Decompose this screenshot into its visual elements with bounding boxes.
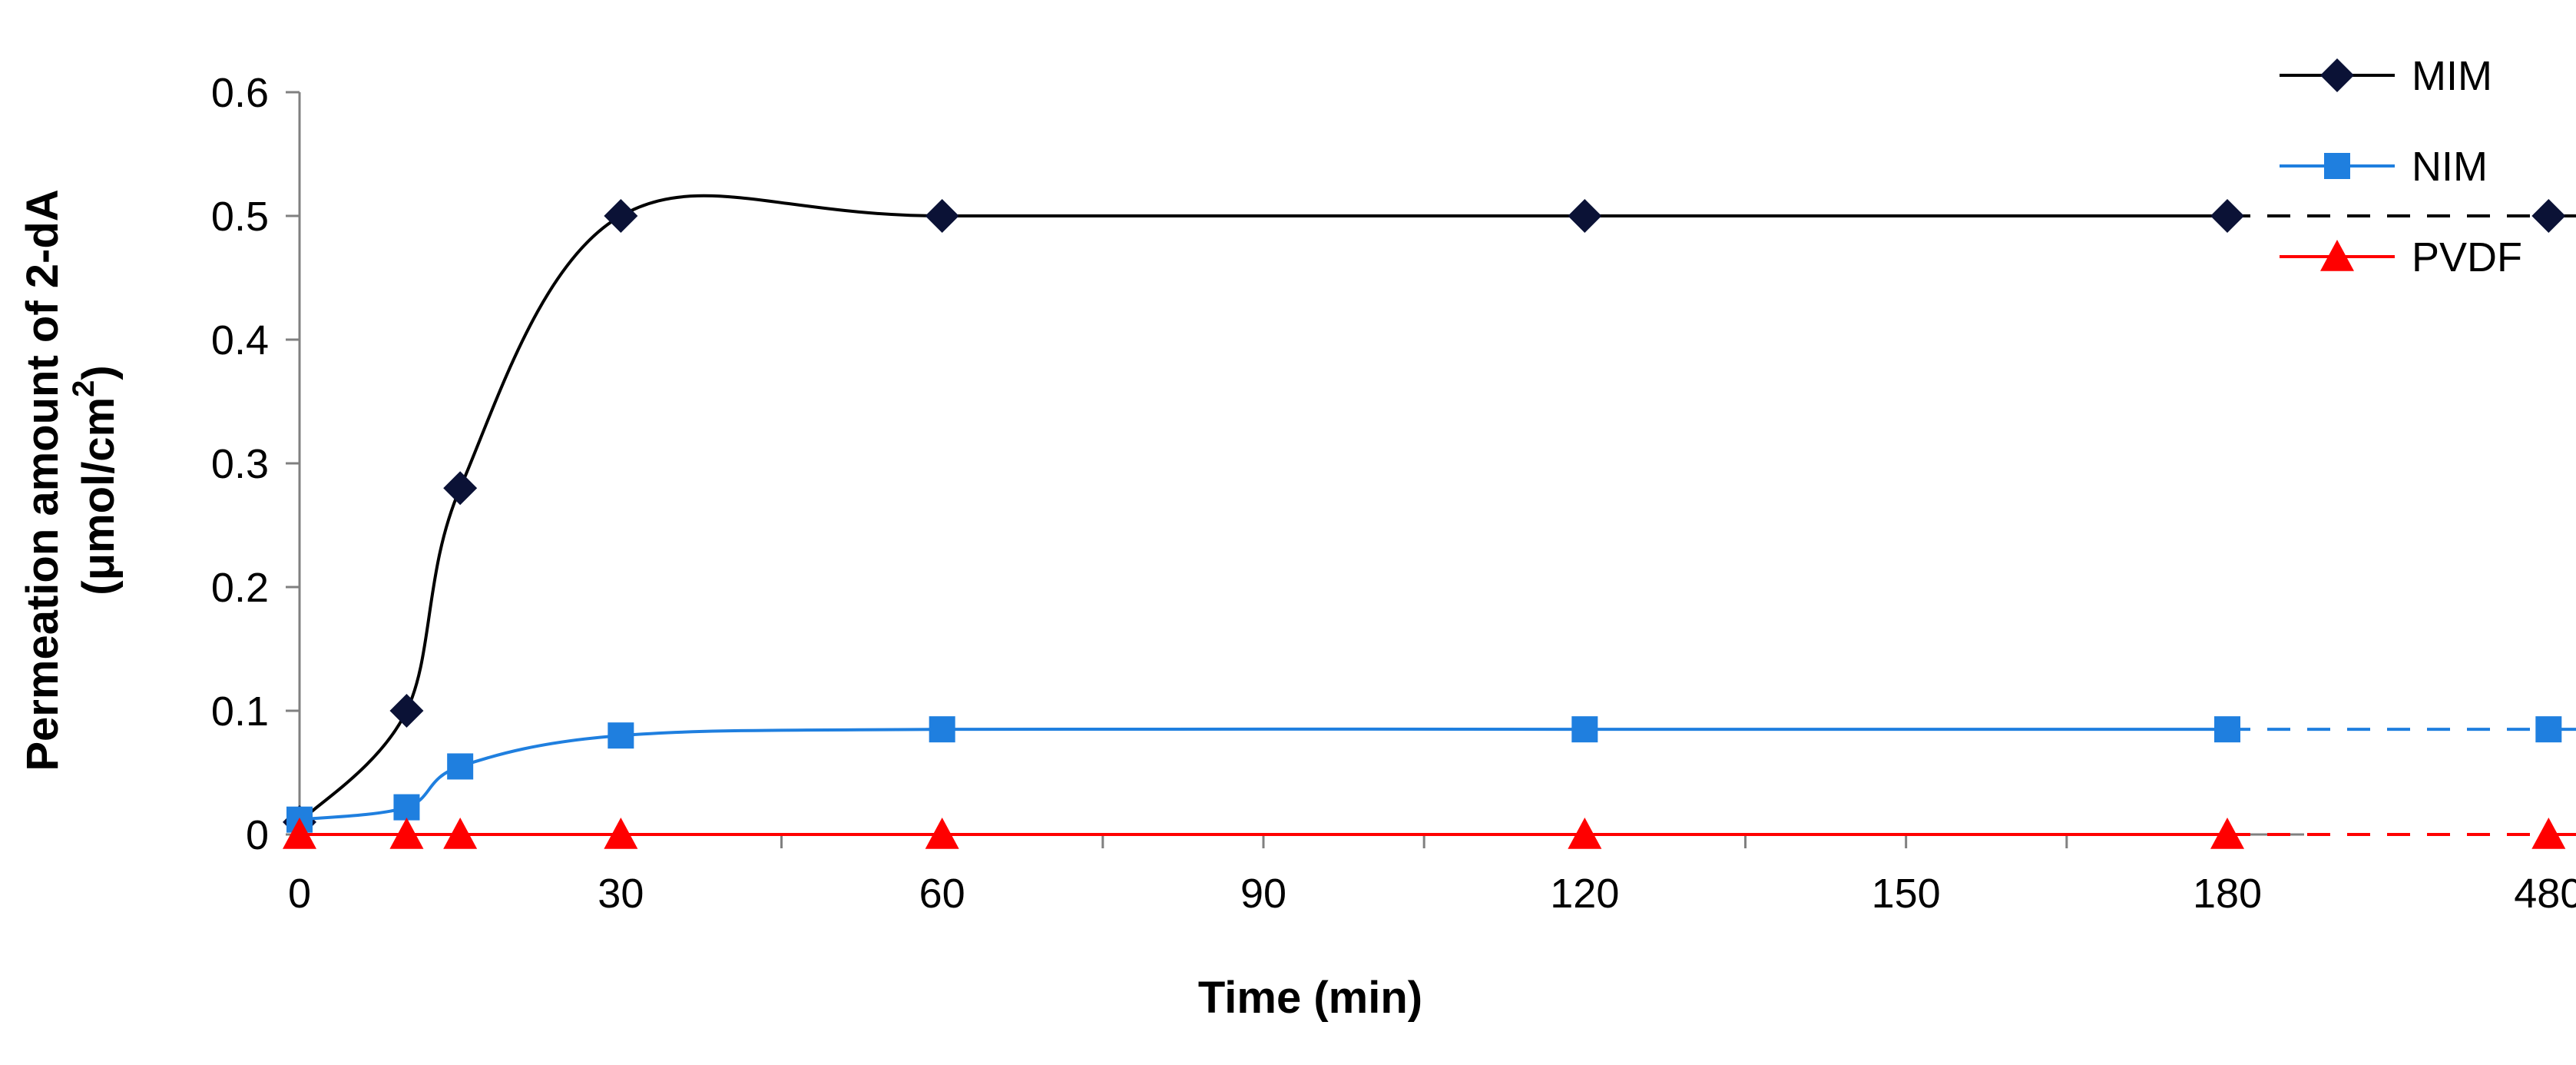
- tick-labels: 00.10.20.30.40.50.6030609012015018048014…: [211, 70, 2576, 917]
- data-point-triangle: [443, 818, 478, 849]
- data-point-triangle: [2210, 818, 2244, 849]
- y-axis-unit-prefix: (μmol/cm: [74, 397, 124, 596]
- data-point-triangle: [1568, 818, 1602, 849]
- y-tick-label: 0.1: [211, 688, 269, 735]
- x-tick-label: 60: [919, 871, 965, 917]
- data-point-triangle: [2320, 240, 2354, 271]
- legend-label: NIM: [2412, 144, 2488, 190]
- data-point-square: [2324, 153, 2350, 179]
- data-point-triangle: [283, 818, 316, 849]
- y-axis-unit-superscript: 2: [67, 380, 101, 397]
- x-tick-label: 90: [1240, 871, 1286, 917]
- data-point-square: [2535, 716, 2562, 743]
- x-tick-label: 150: [1872, 871, 1941, 917]
- data-point-square: [929, 716, 955, 743]
- data-point-diamond: [604, 199, 638, 233]
- data-point-diamond: [1568, 199, 1602, 233]
- series-line-mim: [298, 194, 2227, 824]
- y-axis-title-line-2: (μmol/cm2): [67, 365, 124, 595]
- x-axis-title: Time (min): [1198, 973, 1422, 1023]
- legend-label: MIM: [2412, 53, 2492, 99]
- y-tick-label: 0.3: [211, 441, 269, 487]
- data-point-square: [1571, 716, 1598, 743]
- legend-entry-mim: MIM: [2280, 53, 2492, 99]
- data-point-triangle: [2531, 818, 2566, 849]
- series-pvdf: [283, 818, 2576, 849]
- data-point-square: [447, 753, 474, 780]
- y-tick-label: 0.5: [211, 194, 269, 240]
- data-point-diamond: [2320, 58, 2354, 92]
- legend-entry-pvdf: PVDF: [2280, 234, 2522, 280]
- plot-series: [283, 194, 2576, 849]
- legend-label: PVDF: [2412, 234, 2522, 280]
- series-line-nim: [299, 727, 2227, 821]
- data-point-square: [393, 794, 420, 821]
- x-tick-label: 0: [288, 871, 311, 917]
- data-point-diamond: [389, 694, 424, 728]
- x-tick-label: 30: [598, 871, 644, 917]
- legend-entry-nim: NIM: [2280, 144, 2488, 190]
- data-point-square: [2214, 716, 2240, 743]
- x-tick-label: 120: [1550, 871, 1619, 917]
- y-tick-label: 0.2: [211, 565, 269, 611]
- y-tick-label: 0.4: [211, 317, 269, 363]
- data-point-diamond: [2210, 199, 2244, 233]
- y-tick-label: 0.6: [211, 70, 269, 116]
- data-point-diamond: [2531, 199, 2566, 233]
- data-point-triangle: [925, 818, 959, 849]
- data-point-triangle: [389, 818, 424, 849]
- x-tick-label: 480: [2514, 871, 2576, 917]
- y-axis-unit-suffix: ): [74, 365, 124, 380]
- y-tick-label: 0: [246, 812, 269, 858]
- axes: [286, 91, 2304, 848]
- data-point-diamond: [925, 199, 959, 233]
- series-nim: [286, 716, 2576, 833]
- data-point-triangle: [604, 818, 638, 849]
- x-tick-label: 180: [2193, 871, 2262, 917]
- data-point-diamond: [443, 471, 478, 506]
- legend: MIM NIM PVDF: [2280, 53, 2522, 280]
- y-axis-title-line-1: Permeation amount of 2-dA: [18, 189, 68, 771]
- data-point-square: [608, 722, 634, 749]
